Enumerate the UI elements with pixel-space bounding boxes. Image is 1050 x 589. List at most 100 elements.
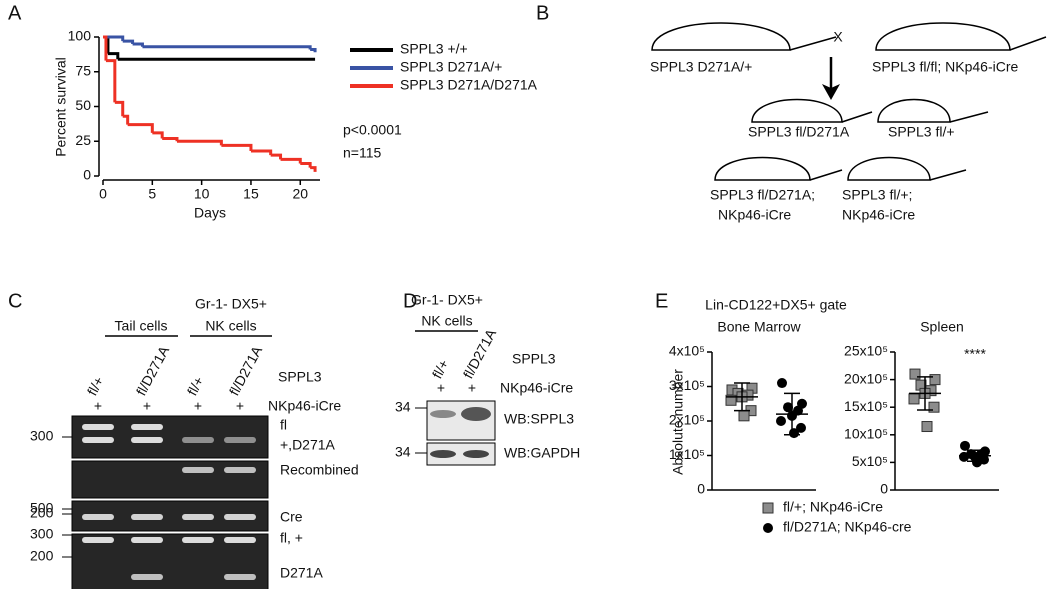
legend-label: fl/D271A; NKp46-cre <box>783 519 912 535</box>
subplot-title: Spleen <box>920 319 964 335</box>
allele-arc <box>875 22 1011 51</box>
lane-label: fl/D271A <box>460 326 500 382</box>
survival-step <box>310 166 317 172</box>
band-label: Recombined <box>280 462 359 478</box>
annotation: n=115 <box>343 145 381 161</box>
data-point <box>972 457 982 468</box>
data-point <box>738 410 750 422</box>
y-tick-label: 25 <box>75 132 91 148</box>
y-axis-label: Absolute number <box>670 369 686 475</box>
data-point <box>908 393 920 405</box>
lane-label: fl/D271A <box>226 343 266 399</box>
lane-label: fl/+ <box>84 374 107 398</box>
allele-arc <box>651 22 791 51</box>
data-point <box>928 401 940 413</box>
allele-arc <box>714 156 811 181</box>
survival-step <box>107 52 120 60</box>
survival-step <box>300 161 312 168</box>
gel-band <box>224 514 256 520</box>
row-label: NKp46-iCre <box>500 380 573 396</box>
group-label: NK cells <box>205 318 256 334</box>
survival-step <box>310 48 317 53</box>
group-label: NK cells <box>421 313 472 329</box>
probe-label: WB:SPPL3 <box>504 411 574 427</box>
y-tick-label: 10x10⁵ <box>844 426 888 442</box>
x-tick-label: 20 <box>292 186 308 202</box>
x-tick-label: 15 <box>243 186 259 202</box>
band-label: fl, + <box>280 530 303 546</box>
mw-marker: 34 <box>395 399 411 415</box>
group-label: Gr-1- DX5+ <box>195 296 267 312</box>
mw-marker: 34 <box>395 444 411 460</box>
y-tick-label: 25x10⁵ <box>844 343 888 359</box>
genotype-label: NKp46-iCre <box>842 207 915 223</box>
allele-arc <box>877 98 951 123</box>
x-axis-label: Days <box>194 205 226 221</box>
y-tick-label: 2x10⁵ <box>669 412 705 428</box>
blot-band <box>463 450 489 458</box>
panel-label: C <box>8 290 22 312</box>
y-tick-label: 0 <box>697 481 705 497</box>
legend-label: fl/+; NKp46-iCre <box>783 499 883 515</box>
data-point <box>929 374 941 386</box>
blot-box <box>426 442 496 466</box>
survival-step <box>162 136 179 142</box>
band-label: Cre <box>280 509 303 525</box>
survival-step <box>132 42 144 47</box>
y-tick-label: 1x10⁵ <box>669 446 705 462</box>
blot-band <box>430 450 456 458</box>
y-tick-label: 5x10⁵ <box>852 453 888 469</box>
group-label: Tail cells <box>115 318 168 334</box>
allele-tail <box>1009 36 1047 51</box>
x-tick-label: 5 <box>148 186 156 202</box>
gel-band <box>224 574 256 580</box>
genotype-label: SPPL3 fl/+; <box>842 187 912 203</box>
survival-step <box>122 39 135 44</box>
data-point <box>725 394 737 406</box>
x-tick-label: 10 <box>194 186 210 202</box>
data-point <box>909 368 921 380</box>
row-label: NKp46-iCre <box>268 398 341 414</box>
band-label: +,D271A <box>280 437 336 453</box>
data-point <box>796 422 806 433</box>
panel-label: A <box>8 2 22 24</box>
error-bar <box>967 449 983 463</box>
row-label: SPPL3 <box>278 369 322 385</box>
survival-step <box>105 59 117 103</box>
allele-tail <box>949 111 989 123</box>
error-bar <box>734 382 750 412</box>
y-tick-label: 100 <box>68 28 92 44</box>
legend-swatch <box>763 523 773 533</box>
y-tick-label: 20x10⁵ <box>844 370 888 386</box>
gel-box <box>71 460 269 499</box>
allele-arc <box>847 156 931 181</box>
allele-tail <box>789 36 837 51</box>
y-tick-label: 0 <box>83 167 91 183</box>
band-label: D271A <box>280 565 323 581</box>
y-axis-label: Percent survival <box>53 57 69 157</box>
gel-band <box>182 514 214 520</box>
survival-step <box>280 157 302 164</box>
survival-step <box>114 100 125 117</box>
mw-marker: 300 <box>30 428 54 444</box>
blot-box <box>426 400 496 441</box>
data-point <box>776 416 786 426</box>
y-tick-label: 3x10⁵ <box>669 377 705 393</box>
row-label: SPPL3 <box>512 351 556 367</box>
group-label: Gr-1- DX5+ <box>411 292 483 308</box>
data-point <box>777 378 787 389</box>
gel-band <box>182 437 214 443</box>
genotype-label: NKp46-iCre <box>718 207 791 223</box>
panel-label: E <box>655 290 668 312</box>
survival-step <box>142 45 312 50</box>
probe-label: WB:GAPDH <box>504 445 580 461</box>
gel-band <box>182 537 214 543</box>
allele-tail <box>929 169 967 181</box>
panel-label: B <box>536 2 549 24</box>
group-title: Lin-CD122+DX5+ gate <box>705 297 847 313</box>
survival-step <box>103 35 125 42</box>
survival-step <box>127 123 154 133</box>
gel-band <box>82 537 114 543</box>
data-point <box>960 440 970 451</box>
mw-marker: 200 <box>30 548 54 564</box>
